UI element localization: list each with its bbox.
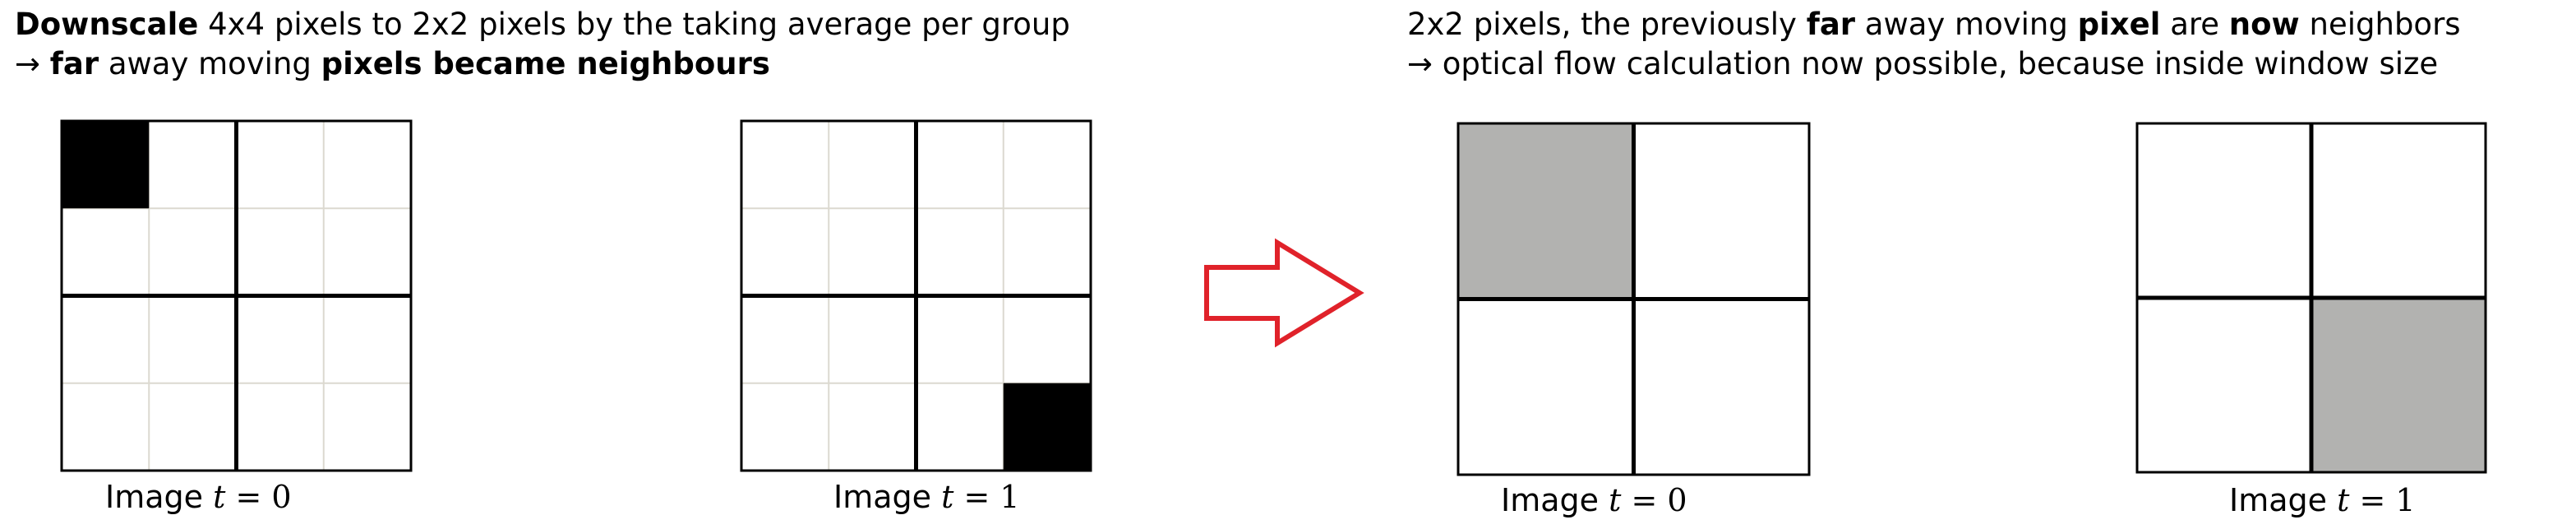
heading-right-line-1: 2x2 pixels, the previously far away movi… [1407, 5, 2461, 44]
heading-right: 2x2 pixels, the previously far away movi… [1407, 5, 2461, 84]
grid-4x4-t0 [60, 119, 413, 472]
filled-pixel [62, 121, 150, 209]
caption-variable: t [2337, 482, 2350, 518]
grid-4x4-t1 [740, 119, 1092, 472]
heading-text: 2x2 pixels, the previously [1407, 7, 1807, 42]
grid-border [60, 119, 413, 472]
arrow-glyph: → [15, 46, 50, 81]
filled-pixel [2311, 298, 2486, 472]
grid-2x2-t1 [2135, 122, 2487, 474]
heading-text: away moving [99, 46, 321, 81]
caption-variable: t [1609, 482, 1622, 518]
grid-border [2135, 122, 2487, 474]
right-arrow-icon [1204, 238, 1364, 348]
caption-equals: = [225, 479, 272, 515]
caption-image-t0-left: Image t = 0 [105, 477, 292, 517]
caption-equals: = [2349, 482, 2396, 518]
grid-border [1457, 122, 1811, 476]
caption-image-t1-left: Image t = 1 [833, 477, 1020, 517]
heading-bold-far: far [49, 46, 99, 81]
caption-word: Image [105, 479, 204, 515]
heading-left-line-1: Downscale 4x4 pixels to 2x2 pixels by th… [15, 5, 1070, 44]
heading-bold-pixel: pixel [2077, 7, 2161, 42]
heading-text: away moving [1855, 7, 2078, 42]
heading-text: neighbors [2299, 7, 2461, 42]
caption-word: Image [833, 479, 932, 515]
caption-equals: = [953, 479, 1000, 515]
heading-bold-now: now [2228, 7, 2300, 42]
heading-text: 4x4 pixels to 2x2 pixels by the taking a… [198, 7, 1070, 42]
heading-bold-far: far [1806, 7, 1856, 42]
caption-word: Image [2229, 482, 2328, 518]
caption-equals: = [1621, 482, 1668, 518]
caption-value: 0 [1667, 482, 1687, 518]
grids-layer [60, 119, 2487, 476]
grid-border [740, 119, 1092, 472]
heading-left-line-2: → far away moving pixels became neighbou… [15, 44, 1070, 84]
caption-value: 0 [271, 479, 292, 515]
caption-value: 1 [999, 479, 1020, 515]
heading-left: Downscale 4x4 pixels to 2x2 pixels by th… [15, 5, 1070, 84]
heading-text: are [2160, 7, 2229, 42]
caption-variable: t [941, 479, 954, 515]
heading-right-line-2: → optical flow calculation now possible,… [1407, 46, 2439, 81]
caption-word: Image [1501, 482, 1600, 518]
heading-bold-neighbours: pixels became neighbours [321, 46, 770, 81]
caption-variable: t [213, 479, 226, 515]
caption-image-t1-right: Image t = 1 [2229, 480, 2416, 520]
filled-pixel [1458, 123, 1634, 299]
grid-2x2-t0 [1457, 122, 1811, 476]
filled-pixel [1003, 383, 1091, 471]
caption-value: 1 [2395, 482, 2416, 518]
caption-image-t0-right: Image t = 0 [1501, 480, 1687, 520]
heading-bold-downscale: Downscale [15, 7, 199, 42]
